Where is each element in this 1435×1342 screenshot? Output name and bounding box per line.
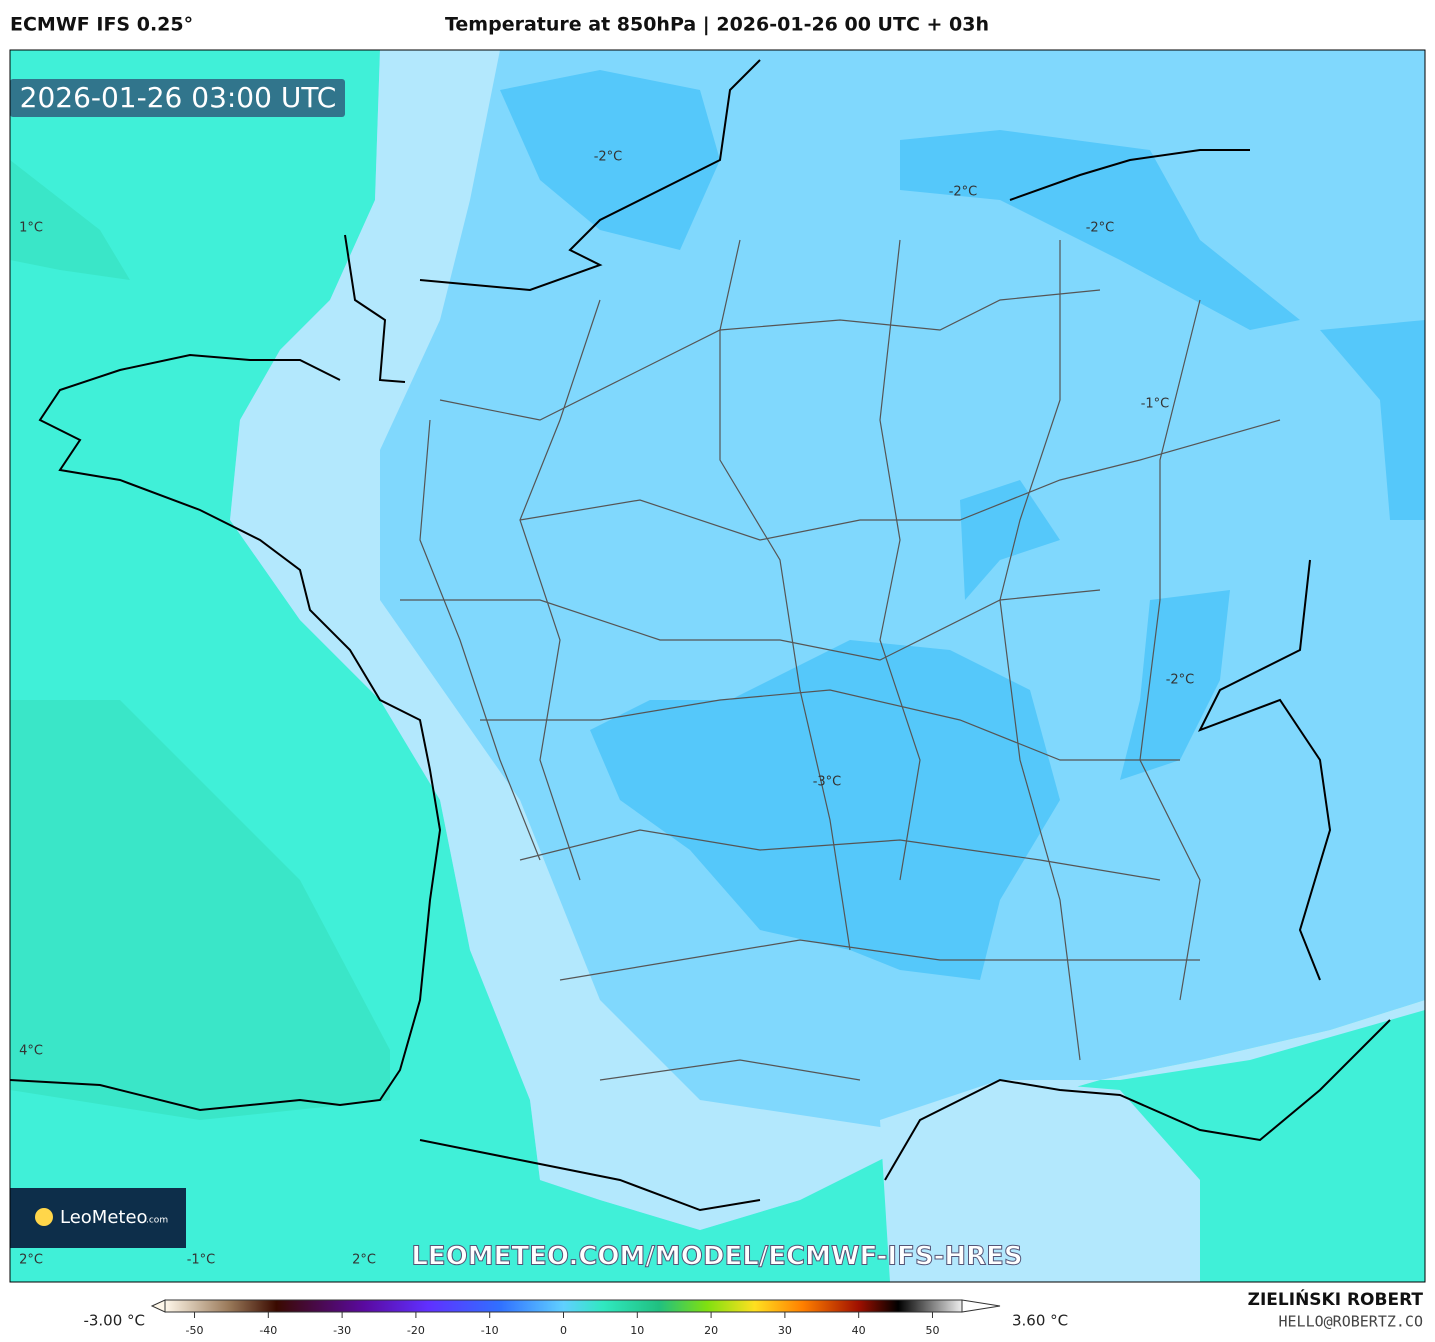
colorbar-tick-label: 50 (925, 1324, 939, 1337)
border (419, 149, 1332, 1212)
logo-sun (35, 1208, 53, 1226)
model-name: ECMWF IFS 0.25° (10, 14, 193, 36)
colorbar-tick-label: 40 (852, 1324, 866, 1337)
map-title: Temperature at 850hPa | 2026-01-26 00 UT… (445, 14, 989, 36)
colorbar-tick-label: -10 (481, 1324, 499, 1337)
colorbar-max-label: 3.60 °C (1012, 1312, 1068, 1330)
colorbar-tick-label: 10 (630, 1324, 644, 1337)
sea-warm (10, 50, 1425, 1282)
contour-label: -2°C (1166, 673, 1195, 688)
cold-patch (1120, 590, 1230, 780)
watermark: LEOMETEO.COM/MODEL/ECMWF-IFS-HRES (411, 1242, 1022, 1272)
region-borders (400, 239, 1281, 1081)
colorbar-tick-label: 0 (560, 1324, 567, 1337)
colorbar-tick-label: -30 (333, 1324, 351, 1337)
contour-label: -2°C (1086, 221, 1115, 236)
warm-patch (10, 700, 390, 1120)
colorbar (150, 1299, 1001, 1313)
contour-label: 2°C (19, 1253, 43, 1268)
cold-patch (590, 640, 1060, 980)
light-gulf (880, 1080, 1200, 1282)
contour-label: 4°C (19, 1044, 43, 1059)
timestamp-box (10, 79, 345, 117)
warm-patch (10, 160, 130, 280)
colorbar-tick-label: -50 (186, 1324, 204, 1337)
colorbar-tick-label: 30 (778, 1324, 792, 1337)
map-frame (9, 49, 1426, 1283)
contour-label: -1°C (187, 1253, 216, 1268)
coastline (10, 234, 442, 1112)
author-name: ZIELIŃSKI ROBERT (1248, 1288, 1424, 1310)
contour-label: -3°C (813, 775, 842, 790)
contour-label: -2°C (949, 185, 978, 200)
colorbar-tick-label: 20 (704, 1324, 718, 1337)
colorbar-min-arrow (150, 1299, 166, 1313)
contour-label: 1°C (19, 221, 43, 236)
colorbar-tick-label: -40 (259, 1324, 277, 1337)
logo-name: LeoMeteo (60, 1207, 148, 1228)
cold-patch (500, 70, 720, 250)
colorbar-max-arrow (961, 1299, 1001, 1313)
timestamp: 2026-01-26 03:00 UTC (20, 81, 337, 114)
cold-patch (900, 130, 1300, 330)
contour-label: -1°C (1141, 397, 1170, 412)
colorbar-tick-label: -20 (407, 1324, 425, 1337)
colorbar-min-label: -3.00 °C (83, 1312, 145, 1330)
light-band (230, 50, 1425, 1230)
map: -2°C -2°C -2°C 1°C -1°C -2°C -3°C 4°C 2°… (10, 50, 1425, 1282)
contour-label: 2°C (352, 1253, 376, 1268)
logo-suffix: .com (146, 1216, 168, 1226)
colorbar-bar (164, 1299, 963, 1313)
author-contact: HELLO@ROBERTZ.CO (1279, 1313, 1424, 1331)
contour-label: -2°C (594, 150, 623, 165)
cold-patch (1320, 320, 1425, 520)
coastline (419, 59, 1391, 1181)
